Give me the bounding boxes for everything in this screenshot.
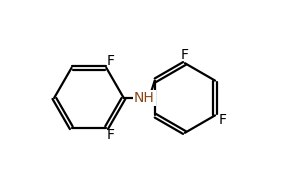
- Text: F: F: [181, 48, 189, 62]
- Text: F: F: [106, 129, 115, 142]
- Text: F: F: [218, 113, 226, 127]
- Text: NH: NH: [134, 91, 155, 105]
- Text: F: F: [106, 54, 115, 67]
